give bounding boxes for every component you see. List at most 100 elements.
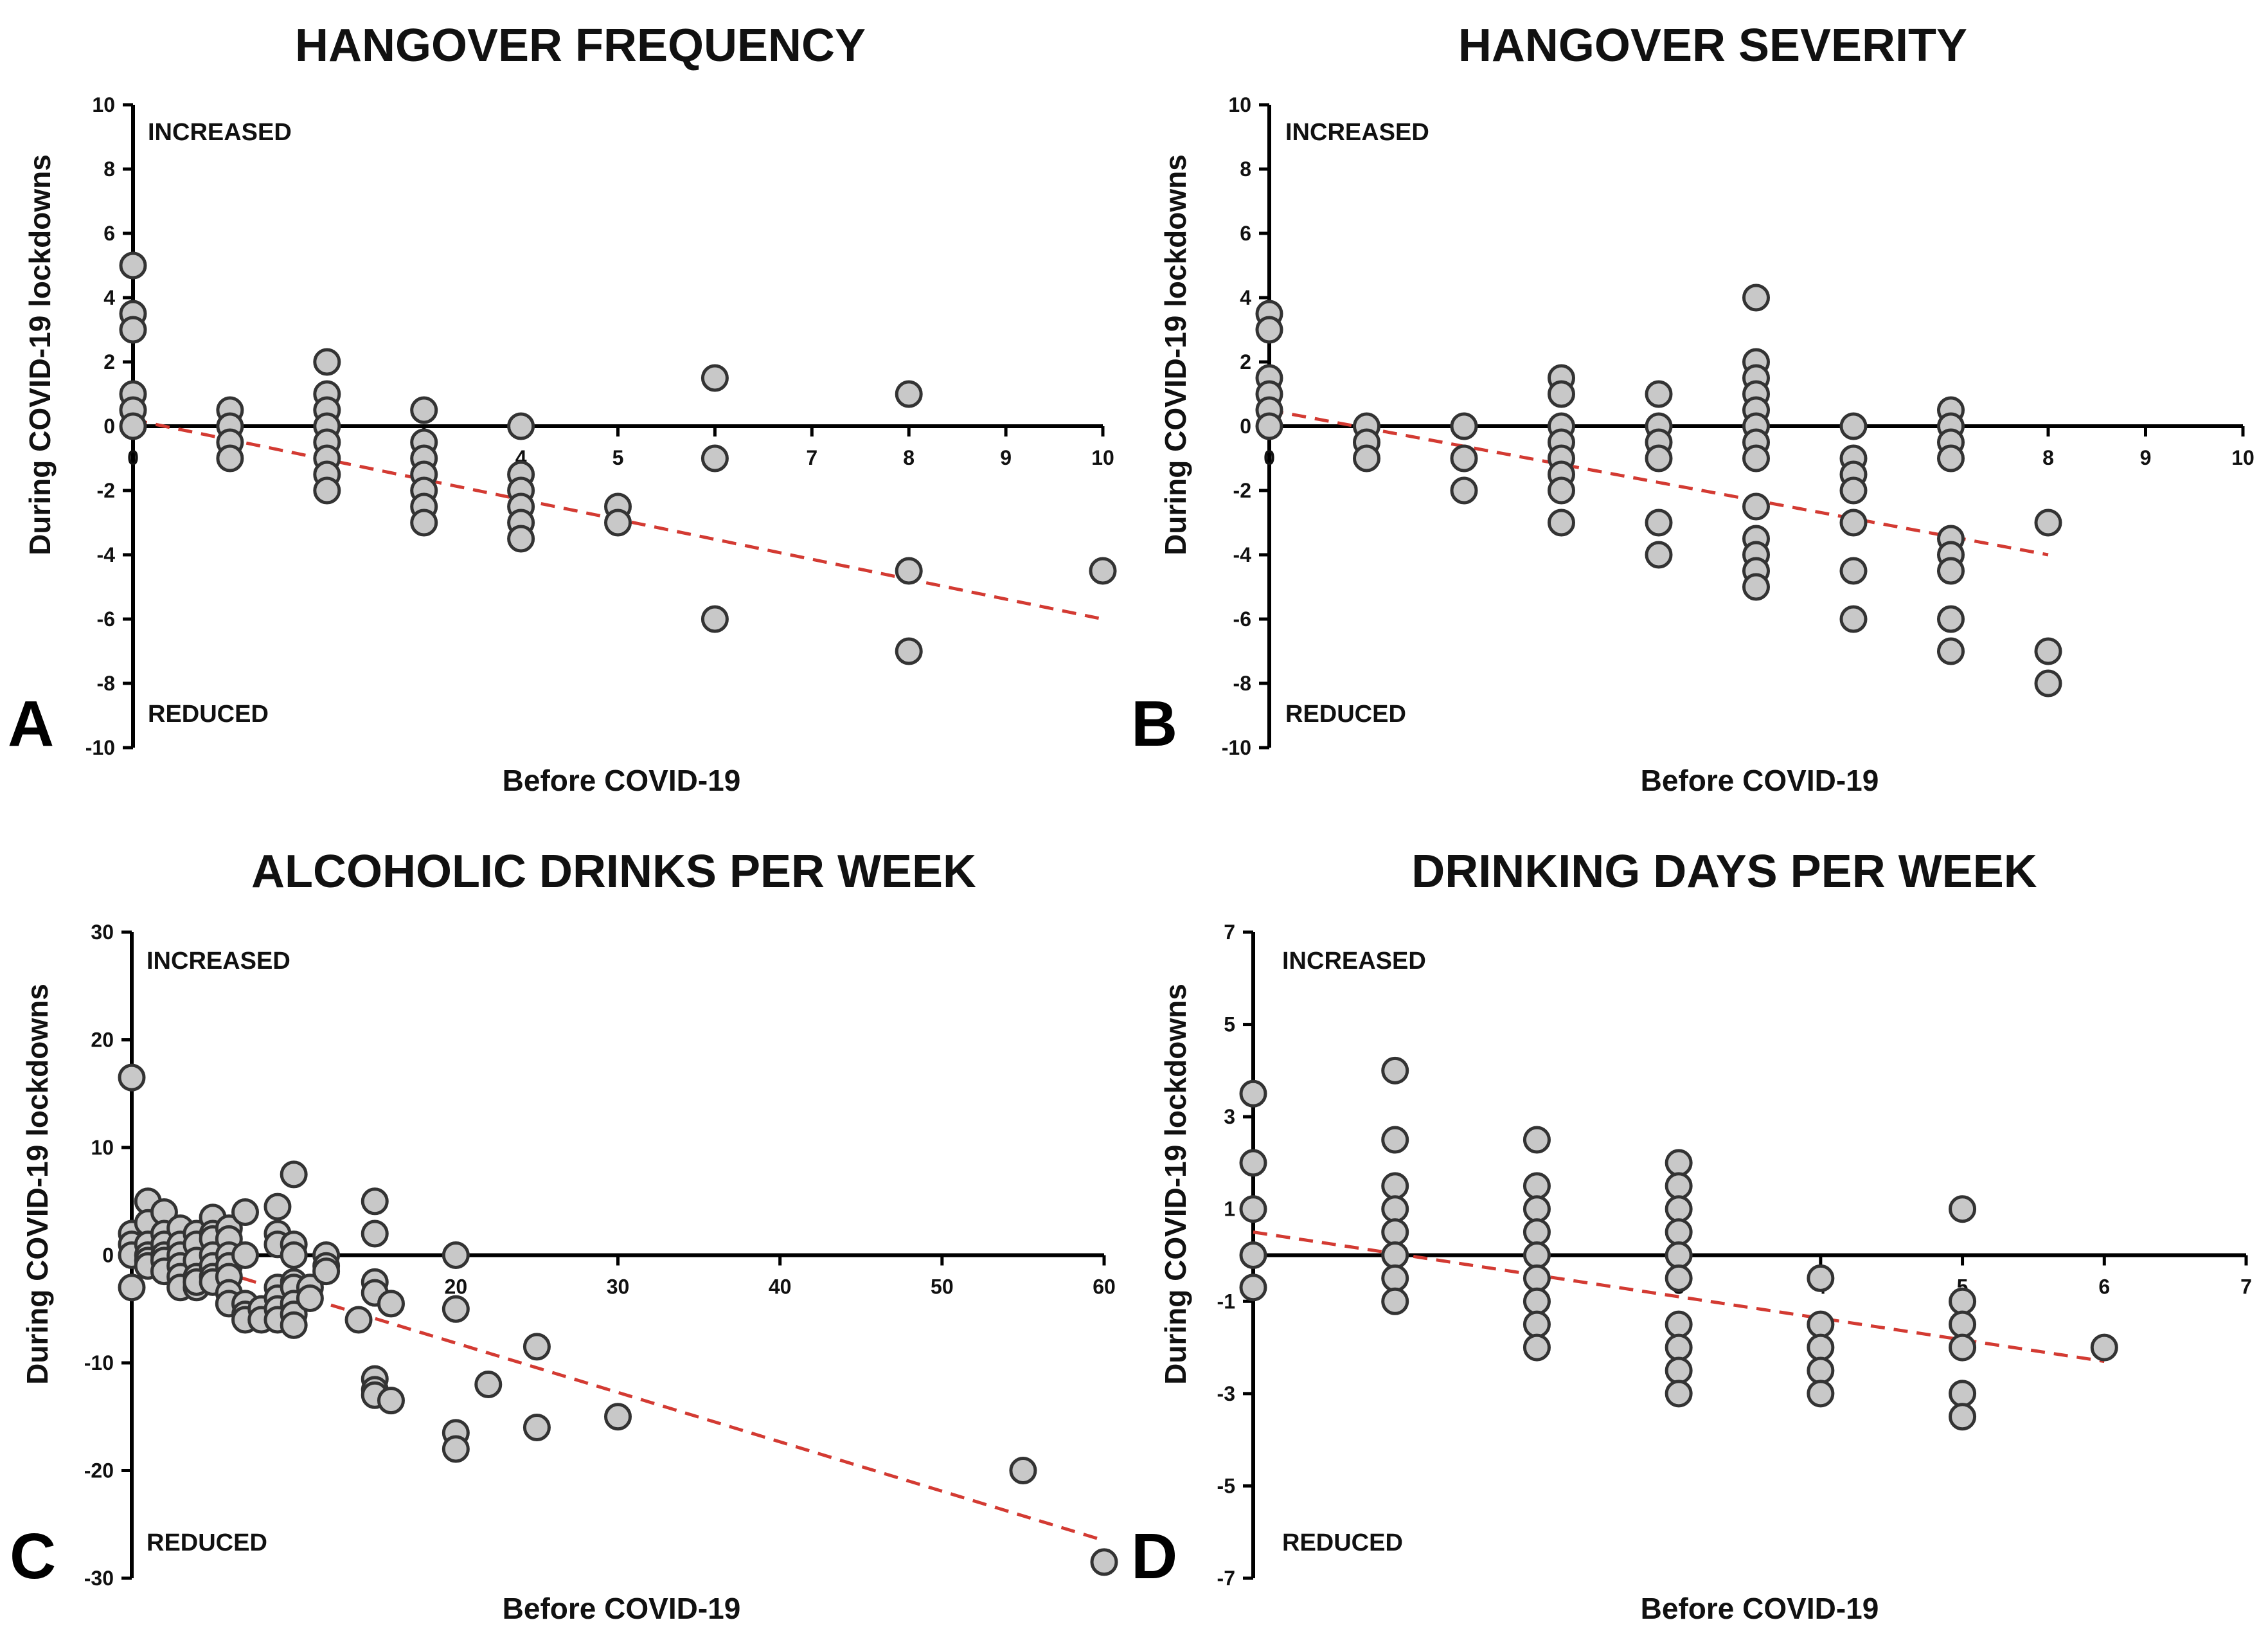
panel-a-data-point (119, 412, 147, 440)
panel-a-x-tick-label: 8 (903, 446, 915, 469)
panel-b-data-point (1742, 573, 1770, 601)
panel-d-data-point (1522, 1195, 1551, 1223)
panel-a-data-point (895, 637, 923, 665)
panel-c-x-tick-label: 50 (931, 1275, 954, 1299)
panel-d-data-point (1522, 1218, 1551, 1246)
panel-b-y-tick-label: 6 (1240, 222, 1251, 245)
panel-b-data-point (1450, 444, 1478, 473)
panel-c-title: ALCOHOLIC DRINKS PER WEEK (251, 846, 976, 897)
panel-b-y-tick-label: -4 (1233, 543, 1252, 566)
panel-d-y-axis-title: During COVID-19 lockdowns (1159, 984, 1192, 1385)
panel-d-data-point (1665, 1310, 1693, 1338)
panel-b-data-point (1839, 509, 1868, 537)
panel-d-data-point (1665, 1195, 1693, 1223)
panel-a-data-point (216, 444, 244, 473)
panel-d-data-point (1807, 1380, 1835, 1408)
panel-d-y-tick-label: 5 (1224, 1013, 1235, 1036)
panel-b-x-tick-label: 10 (2231, 446, 2255, 469)
panel-c-y-tick-label: 10 (91, 1136, 114, 1159)
panel-b-y-tick-label: 4 (1240, 286, 1251, 309)
panel-b-data-point (1937, 605, 1965, 633)
panel-a-y-tick-label: 8 (103, 158, 115, 181)
panel-b-x-tick-label: 0 (1263, 446, 1275, 469)
panel-b-y-tick-label: -6 (1233, 608, 1251, 631)
panel-a-data-point (410, 396, 438, 424)
panel-c-data-point (344, 1306, 373, 1334)
panel-d-y-tick-label: -7 (1217, 1567, 1235, 1590)
panel-d-data-point (1522, 1172, 1551, 1200)
panel-c-data-point (231, 1198, 260, 1226)
panel-b-data-point (1548, 509, 1575, 537)
panel-b-data-point (1839, 605, 1868, 633)
panel-b-reduced-label: REDUCED (1285, 701, 1406, 728)
panel-a-x-tick-label: 5 (612, 446, 624, 469)
panel-b-x-axis-title: Before COVID-19 (1641, 764, 1879, 797)
panel-d-data-point (1665, 1264, 1693, 1292)
panel-a-y-tick-label: 4 (103, 286, 115, 309)
panel-d-data-point (1522, 1126, 1551, 1154)
panel-d-letter: D (1131, 1520, 1177, 1592)
panel-d-data-point (1239, 1195, 1267, 1223)
panel-c-data-point (280, 1241, 308, 1269)
panel-a-data-point (119, 316, 147, 344)
panel-d-y-tick-label: 7 (1224, 921, 1235, 944)
panel-c-y-tick-label: -20 (84, 1459, 114, 1482)
panel-d-data-point (1239, 1274, 1267, 1302)
panel-d-data-point (1381, 1241, 1409, 1269)
panel-b-y-tick-label: -10 (1222, 736, 1251, 759)
panel-c-y-tick-label: -30 (84, 1567, 114, 1590)
panel-c-x-tick-label: 30 (607, 1275, 630, 1299)
panel-b-x-tick-label: 8 (2042, 446, 2054, 469)
panel-d-data-point (1381, 1218, 1409, 1246)
panel-d-data-point (1665, 1172, 1693, 1200)
panel-c-data-point (474, 1371, 503, 1398)
panel-c: ALCOHOLIC DRINKS PER WEEK INCREASED REDU… (10, 846, 1118, 1625)
panel-d-data-point (1949, 1333, 1977, 1362)
panel-a-letter: A (8, 688, 54, 760)
panel-d-data-point (1239, 1241, 1267, 1269)
panel-a-data-point (701, 444, 729, 473)
panel-c-data-point (522, 1333, 551, 1361)
panel-d-y-tick-label: -3 (1217, 1382, 1235, 1405)
panel-c-data-point (280, 1160, 308, 1189)
panel-b-data-point (1742, 444, 1770, 473)
panel-a: HANGOVER FREQUENCY INCREASED REDUCED Bef… (8, 20, 1117, 797)
panel-d-data-point (1949, 1287, 1977, 1315)
panel-d-data-point (1522, 1333, 1551, 1362)
panel-d-reduced-label: REDUCED (1282, 1529, 1403, 1556)
panel-c-increased-label: INCREASED (147, 948, 290, 975)
panel-b-title: HANGOVER SEVERITY (1458, 20, 1967, 71)
panel-a-y-tick-label: 6 (103, 222, 115, 245)
panel-a-reduced-label: REDUCED (148, 701, 269, 728)
panel-d-data-point (1522, 1310, 1551, 1338)
panel-c-data-point (1009, 1457, 1037, 1484)
panel-a-data-point (410, 509, 438, 537)
panel-c-y-tick-label: 0 (102, 1244, 114, 1267)
panel-a-data-point (507, 525, 535, 553)
panel-c-x-tick-label: 40 (769, 1275, 792, 1299)
panel-b-data-point (1353, 444, 1380, 473)
panel-c-data-point (377, 1387, 405, 1415)
panel-a-data-point (119, 251, 147, 280)
panel-a-data-point (1089, 557, 1117, 585)
panel-a-y-tick-label: -10 (85, 736, 115, 759)
panel-c-x-tick-label: 60 (1093, 1275, 1116, 1299)
panel-b-data-point (1548, 476, 1575, 505)
panel-a-x-axis-title: Before COVID-19 (503, 764, 741, 797)
panel-c-data-point (231, 1241, 260, 1269)
panel-b-data-point (1937, 444, 1965, 473)
panel-b-letter: B (1131, 688, 1177, 760)
panel-c-data-point (442, 1295, 470, 1323)
panel-b-x-tick-label: 9 (2140, 446, 2152, 469)
panel-a-y-tick-label: -6 (97, 608, 115, 631)
panel-b-data-point (2034, 509, 2062, 537)
panel-d-x-tick-label: 6 (2098, 1275, 2110, 1299)
panel-a-x-tick-label: 9 (1000, 446, 1012, 469)
panel-d-data-point (1381, 1172, 1409, 1200)
panel-b-data-point (1937, 637, 1965, 665)
panel-d-x-axis-title: Before COVID-19 (1641, 1592, 1879, 1625)
panel-c-x-axis-title: Before COVID-19 (503, 1592, 741, 1625)
panel-d-data-point (1239, 1079, 1267, 1108)
panel-c-data-point (361, 1220, 389, 1248)
